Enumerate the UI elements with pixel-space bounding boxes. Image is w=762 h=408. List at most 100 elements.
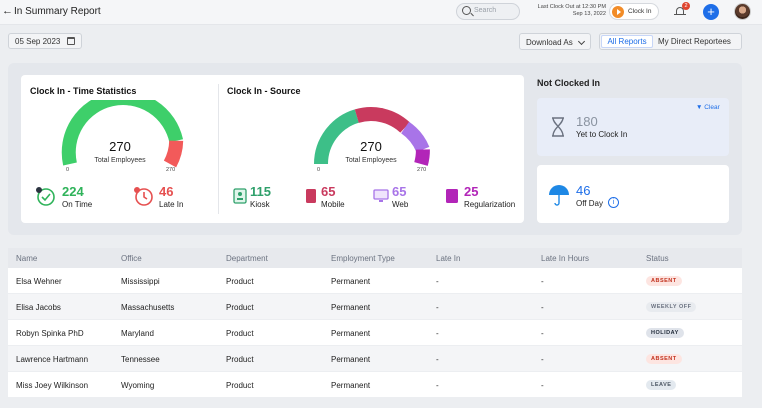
- kiosk-value: 115: [250, 184, 271, 199]
- cell-name: Robyn Spinka PhD: [16, 329, 84, 338]
- cell-office: Wyoming: [121, 381, 155, 390]
- employee-table: Name Office Department Employment Type L…: [8, 248, 742, 398]
- time-stats-title: Clock In - Time Statistics: [30, 86, 137, 96]
- cell-office: Massachusetts: [121, 303, 175, 312]
- clear-filter-link[interactable]: ▼ Clear: [696, 104, 720, 111]
- download-as-dropdown[interactable]: Download As: [519, 33, 591, 50]
- gauge-late-arc: [163, 140, 184, 168]
- cell-late-in-hours: -: [541, 355, 544, 364]
- top-bar: ← In Summary Report Search Last Clock Ou…: [0, 0, 762, 25]
- notification-badge: 2: [682, 2, 690, 10]
- tab-all-reports[interactable]: All Reports: [601, 35, 653, 48]
- date-picker[interactable]: 05 Sep 2023: [8, 33, 82, 49]
- page-title: In Summary Report: [14, 6, 101, 17]
- chevron-down-icon: [577, 37, 586, 46]
- time-stats-total-label: Total Employees: [94, 157, 146, 164]
- cell-department: Product: [226, 303, 254, 312]
- back-arrow-icon[interactable]: ←: [2, 5, 13, 17]
- cell-department: Product: [226, 329, 254, 338]
- clock-in-button[interactable]: Clock In: [609, 3, 659, 20]
- gauge-web-arc: [400, 121, 430, 153]
- table-row[interactable]: Lawrence Hartmann Tennessee Product Perm…: [8, 346, 742, 372]
- cell-late-in: -: [436, 277, 439, 286]
- table-row[interactable]: Robyn Spinka PhD Maryland Product Perman…: [8, 320, 742, 346]
- web-label: Web: [392, 200, 409, 209]
- search-placeholder: Search: [474, 7, 497, 14]
- cell-late-in-hours: -: [541, 277, 544, 286]
- yet-to-clock-in-label: Yet to Clock In: [576, 130, 628, 139]
- cell-late-in: -: [436, 303, 439, 312]
- table-row[interactable]: Elisa Jacobs Massachusetts Product Perma…: [8, 294, 742, 320]
- on-time-clock-icon: [36, 187, 55, 206]
- cell-office: Maryland: [121, 329, 154, 338]
- kiosk-icon: [233, 188, 247, 204]
- info-icon[interactable]: i: [608, 197, 619, 208]
- mobile-label: Mobile: [321, 200, 345, 209]
- source-max: 270: [417, 167, 427, 173]
- col-status[interactable]: Status: [646, 254, 669, 263]
- search-input[interactable]: Search: [456, 3, 520, 20]
- cell-employment-type: Permanent: [331, 355, 371, 364]
- source-gauge: [314, 107, 430, 166]
- regularization-label: Regularization: [464, 200, 516, 209]
- download-label: Download As: [526, 38, 573, 47]
- on-time-label: On Time: [62, 200, 93, 209]
- cell-late-in-hours: -: [541, 329, 544, 338]
- mobile-icon: [306, 189, 316, 203]
- web-value: 65: [392, 184, 407, 199]
- date-value: 05 Sep 2023: [15, 37, 61, 46]
- time-stats-max: 270: [166, 167, 176, 173]
- status-badge: ABSENT: [646, 354, 682, 364]
- status-badge: WEEKLY OFF: [646, 302, 697, 312]
- late-in-label: Late In: [159, 200, 184, 209]
- last-clock-out-text: Last Clock Out at 12:30 PM: [537, 4, 606, 10]
- col-office[interactable]: Office: [121, 254, 142, 263]
- regularization-icon: [446, 189, 458, 203]
- report-tabs: All Reports My Direct Reportees: [599, 33, 742, 50]
- cell-department: Product: [226, 381, 254, 390]
- col-late-in[interactable]: Late In: [436, 254, 461, 263]
- col-employment-type[interactable]: Employment Type: [331, 254, 395, 263]
- table-row[interactable]: Miss Joey Wilkinson Wyoming Product Perm…: [8, 372, 742, 398]
- calendar-icon: [67, 37, 75, 45]
- cell-name: Elisa Jacobs: [16, 303, 61, 312]
- col-name[interactable]: Name: [16, 254, 38, 263]
- on-time-value: 224: [62, 184, 84, 199]
- off-day-card: [537, 165, 729, 223]
- umbrella-icon: [549, 185, 569, 206]
- cell-name: Miss Joey Wilkinson: [16, 381, 89, 390]
- late-in-clock-icon: [134, 187, 153, 206]
- gauge-on-time-arc: [61, 100, 184, 166]
- table-header: Name Office Department Employment Type L…: [8, 248, 742, 268]
- search-icon: [462, 6, 471, 15]
- cell-employment-type: Permanent: [331, 381, 371, 390]
- clear-label: Clear: [704, 104, 720, 111]
- avatar[interactable]: [734, 3, 751, 20]
- table-row[interactable]: Elsa Wehner Mississippi Product Permanen…: [8, 268, 742, 294]
- cell-employment-type: Permanent: [331, 329, 371, 338]
- status-badge: HOLIDAY: [646, 328, 684, 338]
- cell-department: Product: [226, 277, 254, 286]
- not-clocked-in-title: Not Clocked In: [537, 78, 601, 88]
- time-stats-total: 270: [109, 139, 131, 154]
- yet-to-clock-in-value: 180: [576, 114, 598, 129]
- gauge-regularization-arc: [414, 149, 430, 166]
- status-badge: LEAVE: [646, 380, 677, 390]
- time-stats-gauge: [61, 100, 184, 168]
- add-button[interactable]: +: [703, 4, 719, 20]
- source-min: 0: [317, 167, 321, 173]
- tab-my-direct-reportees[interactable]: My Direct Reportees: [658, 37, 731, 46]
- divider: [218, 84, 219, 214]
- notification-bell-icon[interactable]: 2: [674, 2, 690, 18]
- cell-late-in-hours: -: [541, 303, 544, 312]
- time-stats-min: 0: [66, 167, 70, 173]
- last-clock-out-date: Sep 13, 2022: [572, 11, 606, 17]
- hourglass-icon: [552, 117, 564, 137]
- col-department[interactable]: Department: [226, 254, 268, 263]
- regularization-value: 25: [464, 184, 479, 199]
- cell-late-in-hours: -: [541, 381, 544, 390]
- source-title: Clock In - Source: [227, 86, 301, 96]
- cell-employment-type: Permanent: [331, 303, 371, 312]
- col-late-in-hours[interactable]: Late In Hours: [541, 254, 590, 263]
- yet-to-clock-in-card: [537, 98, 729, 156]
